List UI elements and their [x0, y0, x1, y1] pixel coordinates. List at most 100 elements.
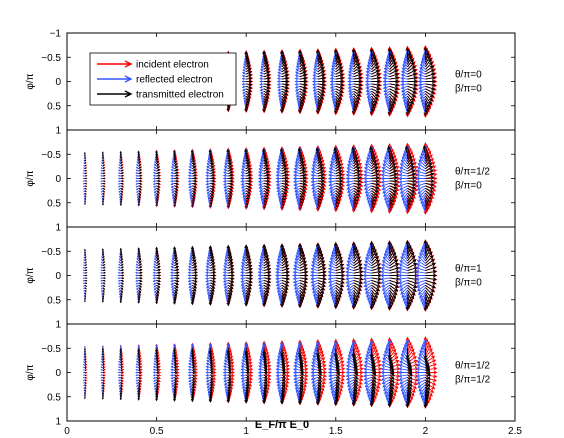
quiver-arrow: [335, 66, 343, 73]
quiver-arrow: [330, 190, 337, 197]
quiver-arrow: [317, 73, 326, 78]
quiver-arrow: [102, 156, 104, 160]
quiver-arrow: [368, 391, 373, 401]
quiver-arrow: [135, 180, 139, 183]
quiver-arrow: [135, 282, 139, 285]
quiver-arrow: [245, 289, 251, 296]
quiver-arrow: [380, 282, 390, 288]
quiver-arrow: [385, 292, 390, 302]
quiver-arrow: [120, 156, 122, 160]
quiver-arrow: [210, 262, 216, 267]
quiver-arrow: [120, 177, 124, 180]
quiver-arrow: [397, 270, 408, 274]
quiver-arrow: [417, 162, 426, 170]
quiver-arrow: [120, 386, 123, 391]
quiver-arrow: [275, 182, 283, 187]
quiver-arrow: [344, 273, 354, 278]
quiver-arrow: [189, 190, 193, 194]
quiver-arrow: [170, 171, 175, 175]
quiver-arrow: [328, 364, 336, 369]
quiver-arrow: [420, 292, 426, 302]
quiver-arrow: [328, 185, 337, 190]
quiver-arrow: [281, 254, 287, 262]
quiver-arrow: [389, 179, 399, 183]
quiver-arrow: [118, 261, 122, 264]
quiver-arrow: [173, 157, 177, 162]
quiver-arrow: [405, 47, 410, 58]
quiver-arrow: [228, 187, 233, 191]
quiver-arrows: [82, 336, 438, 409]
quiver-arrow: [299, 267, 308, 272]
quiver-arrow: [353, 160, 359, 167]
quiver-arrow: [117, 180, 121, 183]
quiver-arrow: [389, 59, 396, 68]
quiver-arrow: [417, 82, 426, 87]
quiver-arrow: [138, 367, 141, 370]
quiver-arrow: [210, 287, 215, 292]
quiver-arrow: [102, 154, 104, 157]
quiver-arrow: [371, 292, 377, 302]
quiver-arrow: [371, 289, 378, 299]
quiver-arrow: [299, 287, 306, 294]
quiver-arrow: [401, 289, 408, 299]
quiver-arrow: [136, 190, 140, 194]
theta-label: θ/π=1: [455, 264, 482, 275]
quiver-arrow: [156, 182, 161, 185]
quiver-arrow: [389, 82, 400, 87]
quiver-arrow: [381, 379, 390, 385]
quiver-arrow: [240, 279, 247, 283]
quiver-arrow: [245, 287, 252, 293]
quiver-arrow: [281, 76, 290, 81]
quiver-arrow: [245, 93, 251, 99]
quiver-arrow: [327, 276, 336, 281]
quiver-arrow: [347, 287, 355, 294]
quiver-arrow: [281, 85, 289, 90]
quiver-arrow: [278, 386, 283, 393]
quiver-arrow: [315, 340, 320, 349]
quiver-arrow: [227, 374, 232, 378]
quiver-arrow: [120, 294, 123, 299]
quiver-arrow: [170, 177, 175, 180]
quiver-arrow: [156, 185, 161, 188]
quiver-arrow: [192, 162, 196, 167]
quiver-arrow: [224, 384, 229, 389]
quiver-arrow: [174, 185, 179, 188]
quiver-arrow: [407, 159, 413, 167]
quiver-arrow: [353, 276, 364, 281]
quiver-arrow: [367, 250, 373, 259]
quiver-arrow: [156, 187, 160, 190]
quiver-arrow: [402, 292, 408, 302]
quiver-arrow: [281, 88, 289, 93]
quiver-arrow: [294, 80, 300, 83]
quiver-arrow: [117, 363, 122, 366]
quiver-arrow: [347, 88, 354, 92]
quiver-arrow: [138, 260, 142, 264]
quiver-arrow: [244, 244, 249, 252]
quiver-arrow: [362, 370, 372, 375]
quiver-arrow: [153, 166, 157, 170]
quiver-arrow: [228, 179, 234, 183]
quiver-arrow: [347, 160, 355, 167]
quiver-arrow: [398, 169, 408, 175]
quiver-arrow: [170, 371, 175, 374]
quiver-arrow: [371, 76, 381, 81]
quiver-arrow: [416, 185, 426, 191]
quiver-arrow: [335, 163, 342, 170]
quiver-arrow: [317, 88, 325, 93]
quiver-arrow: [257, 173, 265, 178]
quiver-arrow: [225, 192, 229, 198]
quiver-arrow: [188, 171, 193, 175]
quiver-arrow: [171, 360, 175, 364]
quiver-arrow: [187, 279, 193, 283]
quiver-arrow: [400, 88, 408, 93]
quiver-arrow: [313, 65, 319, 70]
quiver-arrow: [403, 195, 408, 204]
quiver-arrow: [210, 376, 217, 380]
quiver-arrow: [101, 396, 104, 400]
quiver-arrow: [353, 187, 361, 192]
quiver-arrow: [258, 171, 265, 175]
quiver-arrow: [353, 370, 364, 375]
quiver-arrow: [297, 98, 301, 104]
quiver-arrow: [317, 79, 326, 84]
quiver-arrow: [335, 88, 344, 93]
